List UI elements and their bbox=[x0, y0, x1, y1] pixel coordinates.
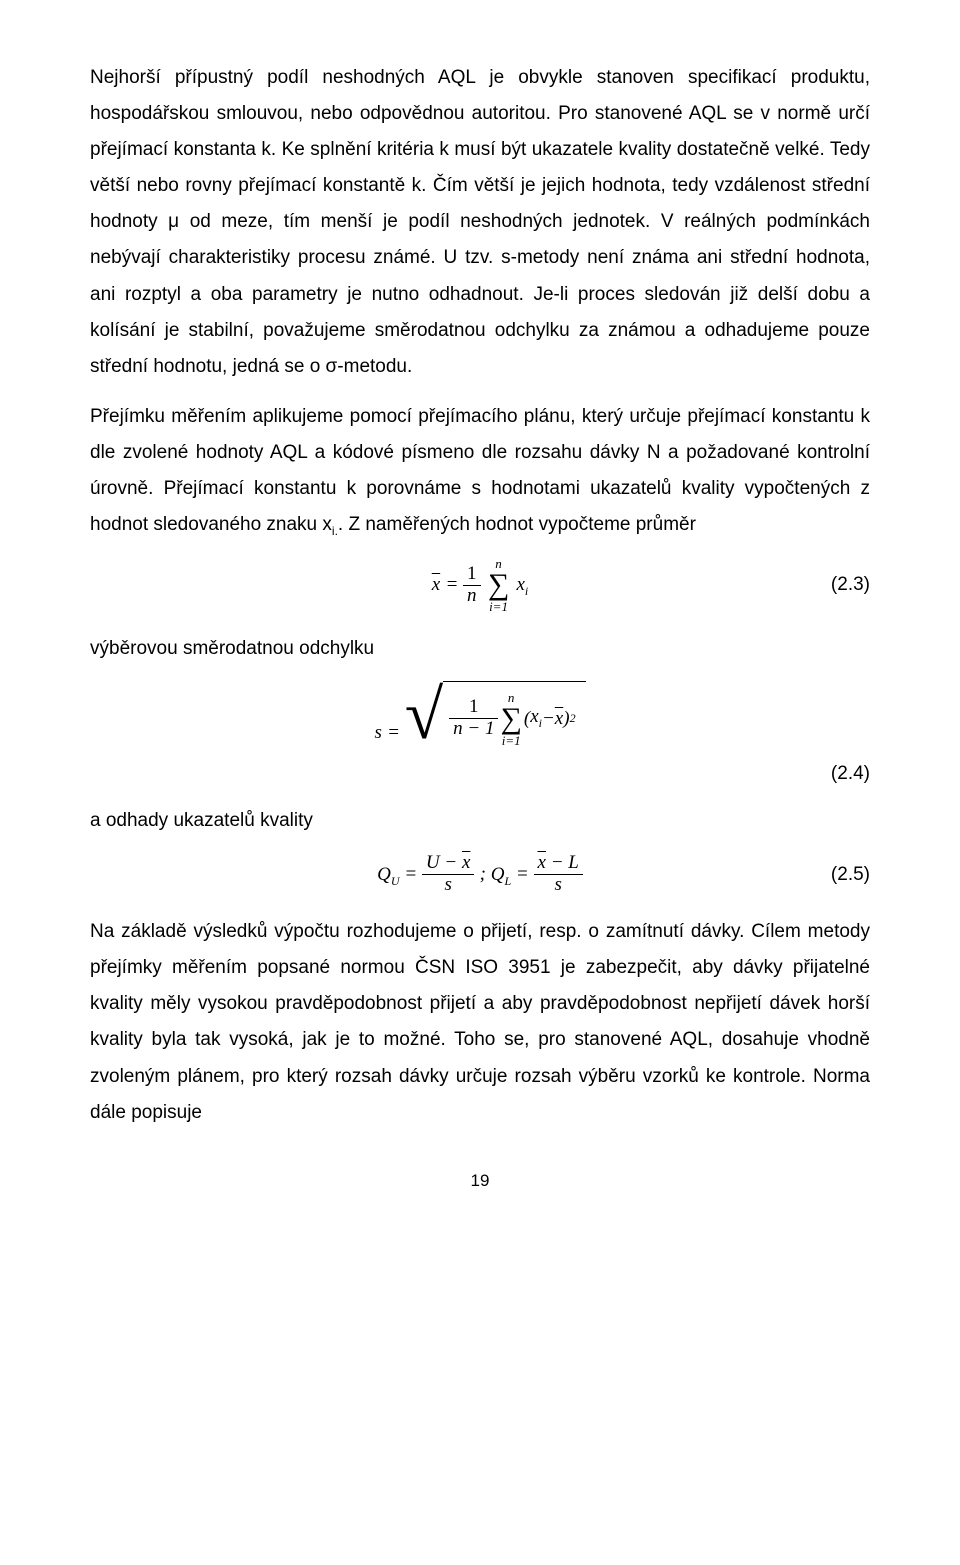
equals: = bbox=[387, 722, 405, 743]
sqrt-symbol: √ bbox=[405, 681, 443, 751]
xi-term: xi bbox=[516, 574, 528, 595]
frac-num: 1 bbox=[463, 564, 481, 586]
para2-b: . Z naměřených hodnot vypočteme průměr bbox=[338, 514, 696, 535]
qu-sub: U bbox=[391, 874, 400, 888]
sum-op: n ∑ i=1 bbox=[500, 691, 521, 747]
square: 2 bbox=[570, 711, 576, 726]
xi-x: x bbox=[516, 574, 524, 595]
frac-1-over-n: 1 n bbox=[463, 564, 481, 607]
frac1-xbar: x bbox=[462, 852, 470, 873]
frac-qu: U − x s bbox=[422, 853, 474, 896]
body-paragraph-3: Na základě výsledků výpočtu rozhodujeme … bbox=[90, 914, 870, 1131]
eq-2-4-number: (2.4) bbox=[480, 763, 870, 785]
eq-2-5-number: (2.5) bbox=[583, 864, 870, 886]
equation-s: s = √ 1 n − 1 n ∑ i=1 ( xi − x bbox=[90, 681, 870, 751]
page-number: 19 bbox=[90, 1171, 870, 1191]
frac-den: n − 1 bbox=[449, 719, 498, 740]
equals: = bbox=[445, 574, 463, 595]
frac-ql: x − L s bbox=[534, 853, 583, 896]
line-vyberovou: výběrovou směrodatnou odchylku bbox=[90, 631, 870, 667]
eq-s-body: s = √ 1 n − 1 n ∑ i=1 ( xi − x bbox=[374, 681, 585, 751]
qu-lhs: QU bbox=[377, 864, 404, 885]
line-odhady: a odhady ukazatelů kvality bbox=[90, 803, 870, 839]
frac-qu-num: U − x bbox=[422, 853, 474, 875]
sum-symbol: ∑ bbox=[500, 704, 521, 734]
ql-sub: L bbox=[504, 874, 511, 888]
sep: ; bbox=[480, 864, 491, 885]
minus: − bbox=[542, 708, 555, 730]
equals1: = bbox=[404, 864, 422, 885]
eq-2-3-body: x = 1 n n ∑ i=1 xi bbox=[432, 557, 529, 613]
sum-symbol: ∑ bbox=[488, 570, 509, 600]
sqrt-body: 1 n − 1 n ∑ i=1 ( xi − x )2 bbox=[443, 681, 585, 751]
sum-bot: i=1 bbox=[488, 600, 509, 613]
s-lhs: s bbox=[374, 722, 381, 743]
equation-2-3: x = 1 n n ∑ i=1 xi (2.3) bbox=[90, 557, 870, 613]
frac1-a: U − bbox=[426, 852, 462, 873]
xbar-lhs: x bbox=[432, 574, 440, 595]
xi-x: x bbox=[530, 706, 538, 727]
sum-op: n ∑ i=1 bbox=[488, 557, 509, 613]
frac2-xbar: x bbox=[538, 852, 546, 873]
ql-lhs: QL bbox=[491, 864, 516, 885]
equation-2-5: QU = U − x s ; QL = x − L s (2.5) bbox=[90, 853, 870, 896]
equation-2-4-number-row: (2.4) bbox=[90, 763, 870, 785]
eq-2-5-body: QU = U − x s ; QL = x − L s bbox=[377, 853, 583, 896]
frac-ql-den: s bbox=[534, 875, 583, 896]
frac-qu-den: s bbox=[422, 875, 474, 896]
frac-ql-num: x − L bbox=[534, 853, 583, 875]
eq-2-3-number: (2.3) bbox=[528, 574, 870, 596]
qu-q: Q bbox=[377, 864, 391, 885]
ql-q: Q bbox=[491, 864, 505, 885]
sum-bot: i=1 bbox=[500, 734, 521, 747]
xi: xi bbox=[530, 706, 542, 731]
frac-num: 1 bbox=[449, 697, 498, 719]
body-paragraph-1: Nejhorší přípustný podíl neshodných AQL … bbox=[90, 60, 870, 385]
xbar: x bbox=[555, 708, 563, 730]
sqrt: √ 1 n − 1 n ∑ i=1 ( xi − x )2 bbox=[405, 681, 586, 751]
frac-den: n bbox=[463, 586, 481, 607]
body-paragraph-2: Přejímku měřením aplikujeme pomocí přejí… bbox=[90, 399, 870, 543]
frac-1-over-nminus1: 1 n − 1 bbox=[449, 697, 498, 740]
equals2: = bbox=[516, 864, 534, 885]
frac2-b: − L bbox=[546, 852, 579, 873]
